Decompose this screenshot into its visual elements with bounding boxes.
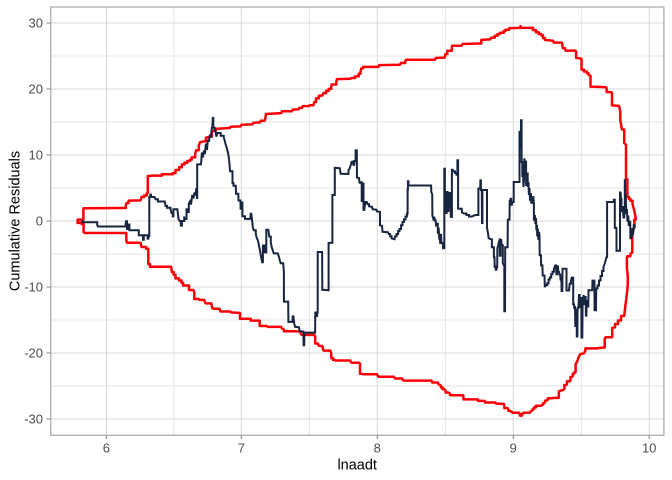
svg-text:7: 7: [238, 441, 245, 456]
svg-text:9: 9: [510, 441, 517, 456]
svg-text:8: 8: [374, 441, 381, 456]
svg-text:6: 6: [103, 441, 110, 456]
svg-text:-20: -20: [24, 346, 43, 361]
svg-text:-30: -30: [24, 412, 43, 427]
svg-text:20: 20: [29, 82, 43, 97]
svg-text:0: 0: [36, 214, 43, 229]
svg-text:30: 30: [29, 16, 43, 31]
svg-text:Cumulative Residuals: Cumulative Residuals: [8, 151, 24, 291]
svg-text:lnaadt: lnaadt: [337, 458, 377, 474]
svg-text:10: 10: [642, 441, 656, 456]
svg-text:-10: -10: [24, 280, 43, 295]
svg-text:10: 10: [29, 148, 43, 163]
